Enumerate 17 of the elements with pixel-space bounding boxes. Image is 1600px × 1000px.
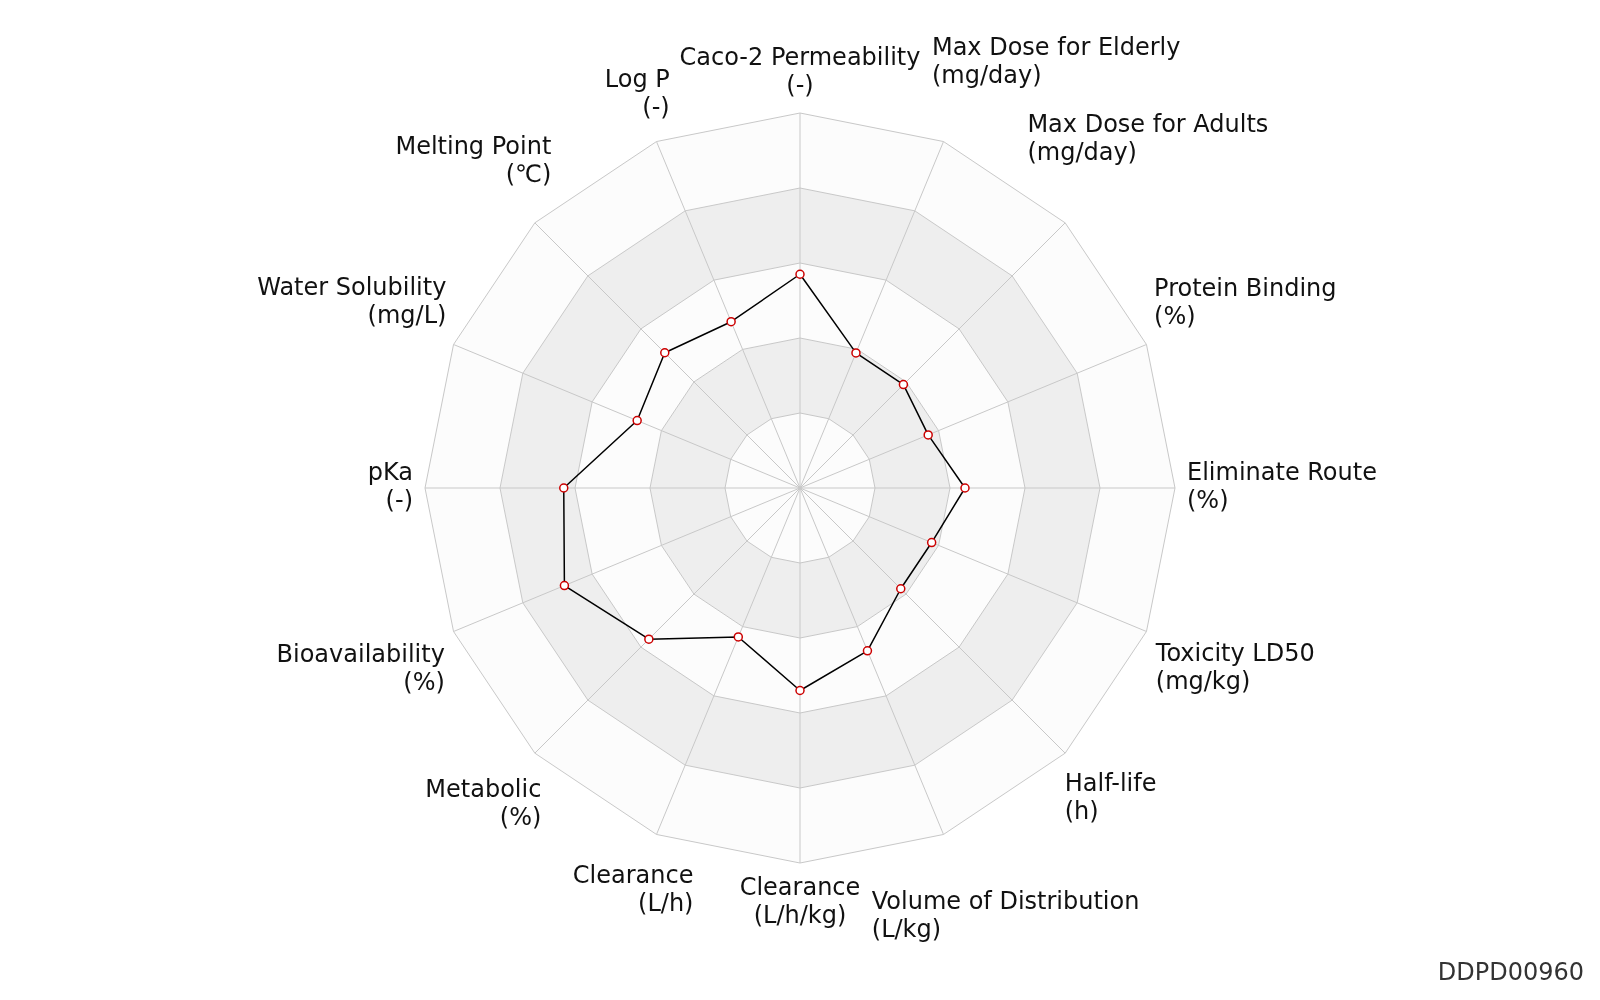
spoke-label: Max Dose for Elderly (mg/day) <box>931 32 1181 89</box>
spoke-label: Eliminate Route (%) <box>1187 458 1377 515</box>
spoke-label: Water Solubility (mg/L) <box>257 272 447 329</box>
spoke-label: Melting Point (℃) <box>395 131 552 188</box>
spoke-label: Clearance (L/h) <box>572 861 694 917</box>
spoke-label: Protein Binding (%) <box>1154 273 1337 330</box>
spoke-label: Log P (-) <box>604 65 670 122</box>
spoke-label: Max Dose for Adults (mg/day) <box>1027 110 1269 167</box>
spoke-label: Toxicity LD50 (mg/kg) <box>1154 638 1315 695</box>
spoke-label: pKa (-) <box>367 458 413 515</box>
spoke-label: Clearance (L/h/kg) <box>739 873 861 930</box>
spoke-label: Caco-2 Permeability (-) <box>679 43 921 100</box>
spoke-label: Bioavailability (%) <box>276 640 445 697</box>
spoke-label: Volume of Distribution (L/kg) <box>871 886 1140 943</box>
spoke-label: Metabolic (%) <box>425 774 542 831</box>
spoke-label: Half-life (h) <box>1064 768 1157 825</box>
text: DDPD00960 <box>1437 958 1584 986</box>
